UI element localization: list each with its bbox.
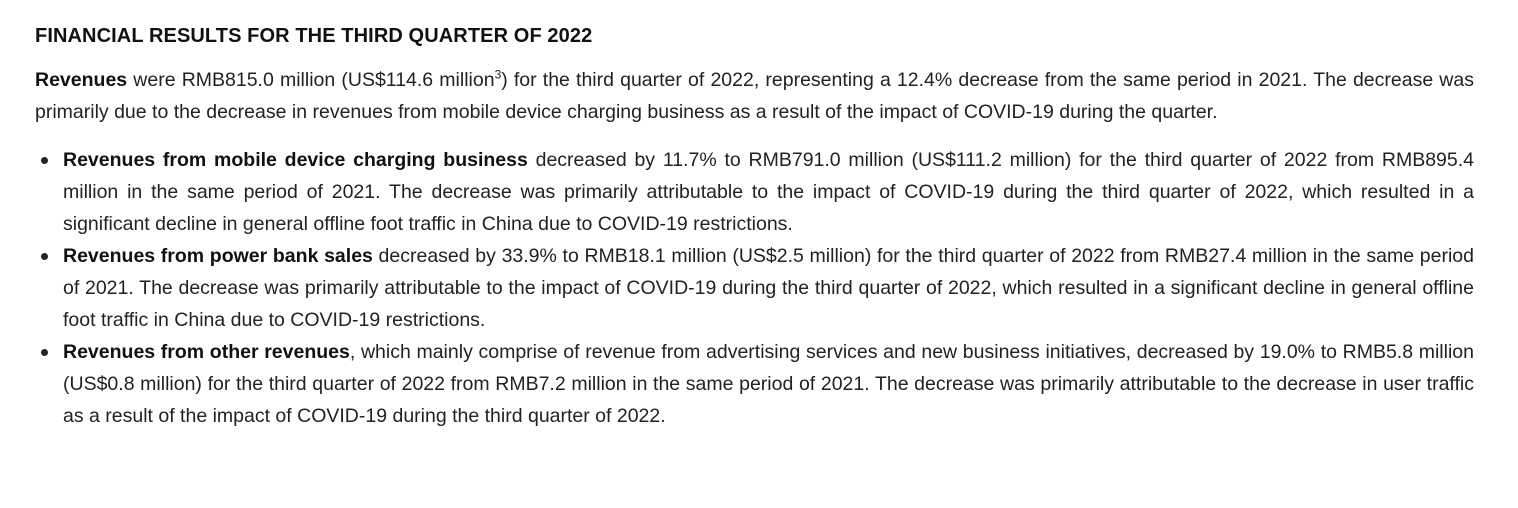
list-item-mobile-charging: Revenues from mobile device charging bus… — [35, 144, 1474, 240]
list-item-other-revenues: Revenues from other revenues, which main… — [35, 336, 1474, 432]
bullet-icon — [41, 157, 48, 164]
revenues-summary-paragraph: Revenues were RMB815.0 million (US$114.6… — [35, 64, 1474, 128]
list-item-label: Revenues from power bank sales — [63, 245, 373, 267]
list-item-label: Revenues from other revenues — [63, 341, 350, 363]
revenues-text-b: ) for the third quarter of 2022, represe… — [35, 69, 1474, 123]
list-item-label: Revenues from mobile device charging bus… — [63, 149, 528, 171]
bullet-icon — [41, 253, 48, 260]
revenues-label: Revenues — [35, 69, 128, 91]
list-item-power-bank: Revenues from power bank sales decreased… — [35, 240, 1474, 336]
footnote-marker: 3 — [494, 67, 502, 82]
list-item-text: decreased by 11.7% to RMB791.0 million (… — [63, 149, 1474, 235]
revenues-text-a: were RMB815.0 million (US$114.6 million — [127, 69, 495, 91]
list-item-text: decreased by 33.9% to RMB18.1 million (U… — [63, 245, 1474, 331]
bullet-icon — [41, 349, 48, 356]
list-item-text: , which mainly comprise of revenue from … — [63, 341, 1474, 427]
revenue-breakdown-list: Revenues from mobile device charging bus… — [35, 144, 1474, 432]
section-heading: FINANCIAL RESULTS FOR THE THIRD QUARTER … — [35, 25, 593, 47]
